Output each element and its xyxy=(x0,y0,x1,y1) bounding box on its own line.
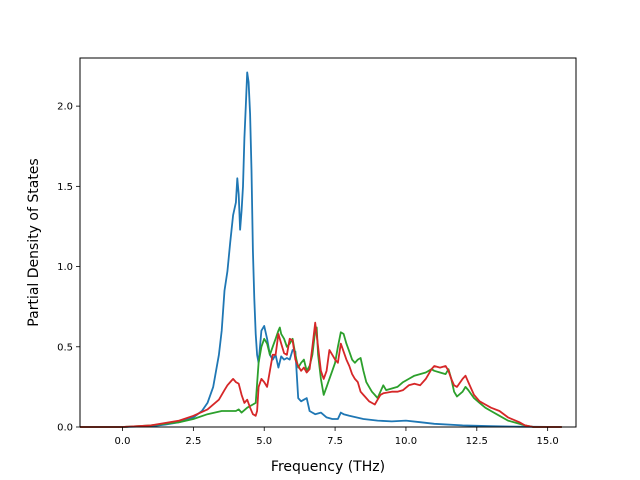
y-tick-label: 0.5 xyxy=(57,342,73,353)
x-tick-label: 7.5 xyxy=(327,436,343,447)
y-axis-label: Partial Density of States xyxy=(26,158,42,326)
plot-frame xyxy=(79,57,577,428)
y-axis: 0.0 0.5 1.0 1.5 2.0 xyxy=(57,102,80,434)
y-tick-label: 1.0 xyxy=(57,262,73,273)
x-tick-label: 15.0 xyxy=(537,436,559,447)
y-tick-label: 0.0 xyxy=(57,423,73,434)
series-layer xyxy=(80,71,562,428)
x-axis: 0.0 2.5 5.0 7.5 10.0 12.5 15.0 xyxy=(115,427,559,447)
y-tick-label: 2.0 xyxy=(57,102,73,113)
series-line-3 xyxy=(80,321,562,428)
x-tick-label: 5.0 xyxy=(256,436,272,447)
x-tick-label: 2.5 xyxy=(185,436,201,447)
y-tick-label: 1.5 xyxy=(57,182,73,193)
series-line-1 xyxy=(80,71,562,428)
x-tick-label: 12.5 xyxy=(466,436,488,447)
x-tick-label: 0.0 xyxy=(115,436,131,447)
x-axis-label: Frequency (THz) xyxy=(271,459,385,475)
x-tick-label: 10.0 xyxy=(395,436,417,447)
